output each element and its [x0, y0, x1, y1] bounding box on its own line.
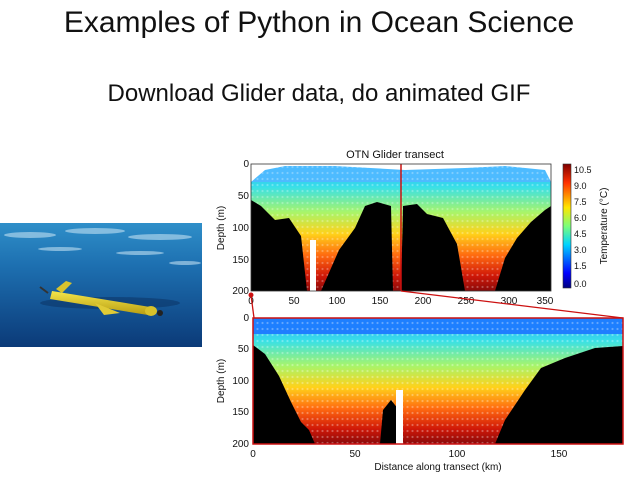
- cbar-tick-0-0: 0.0: [574, 279, 587, 289]
- bottom-ytick-150: 150: [232, 407, 249, 418]
- bottom-xtick-50: 50: [349, 449, 361, 460]
- cbar-tick-3-0: 3.0: [574, 245, 587, 255]
- cbar-tick-6-0: 6.0: [574, 213, 587, 223]
- bottom-ytick-200: 200: [232, 439, 249, 450]
- top-panel-ylabel: Depth (m): [216, 206, 227, 250]
- top-xtick-300: 300: [501, 296, 518, 307]
- bottom-ytick-100: 100: [232, 376, 249, 387]
- top-xtick-250: 250: [458, 296, 475, 307]
- bottom-xtick-100: 100: [449, 449, 466, 460]
- top-panel: OTN Glider transect Depth (m) 0 50 100 1…: [216, 149, 554, 307]
- bottom-ytick-50: 50: [238, 344, 250, 355]
- bottom-panel-xlabel: Distance along transect (km): [374, 462, 501, 473]
- top-xtick-150: 150: [372, 296, 389, 307]
- top-xtick-50: 50: [288, 296, 300, 307]
- top-ytick-200: 200: [232, 286, 249, 297]
- top-ytick-0: 0: [243, 159, 249, 170]
- slide-subtitle: Download Glider data, do animated GIF: [107, 80, 531, 107]
- underwater-glider-photo: [0, 223, 202, 347]
- colorbar-label: Temperature (°C): [599, 188, 610, 265]
- temperature-colorbar: 10.5 9.0 7.5 6.0 4.5 3.0 1.5 0.0 Tempera…: [562, 163, 610, 289]
- cbar-tick-7-5: 7.5: [574, 197, 587, 207]
- top-panel-title: OTN Glider transect: [346, 149, 444, 161]
- cbar-tick-4-5: 4.5: [574, 229, 587, 239]
- top-ytick-50: 50: [238, 191, 250, 202]
- bottom-panel: Depth (m) 0 50 100 150 200 0 50 100 150 …: [216, 313, 624, 473]
- bottom-panel-ylabel: Depth (m): [216, 359, 227, 403]
- cbar-tick-10-5: 10.5: [574, 165, 592, 175]
- bottom-ytick-0: 0: [243, 313, 249, 324]
- glider-transect-figure: OTN Glider transect Depth (m) 0 50 100 1…: [205, 140, 630, 479]
- bottom-xtick-0: 0: [250, 449, 256, 460]
- glider-icon: [39, 281, 180, 316]
- top-xtick-100: 100: [329, 296, 346, 307]
- top-ytick-150: 150: [232, 255, 249, 266]
- slide-title: Examples of Python in Ocean Science: [63, 6, 575, 39]
- cbar-tick-1-5: 1.5: [574, 261, 587, 271]
- bottom-xtick-150: 150: [551, 449, 568, 460]
- top-ytick-100: 100: [232, 223, 249, 234]
- top-xtick-200: 200: [415, 296, 432, 307]
- zoom-connector: [248, 290, 624, 319]
- cbar-tick-9-0: 9.0: [574, 181, 587, 191]
- top-xtick-350: 350: [537, 296, 554, 307]
